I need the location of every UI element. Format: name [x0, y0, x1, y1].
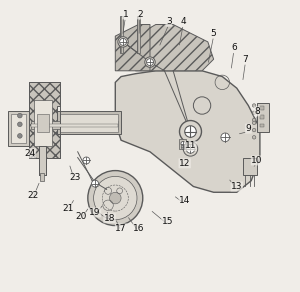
Polygon shape — [115, 25, 150, 71]
Text: 21: 21 — [62, 204, 73, 213]
Circle shape — [252, 135, 256, 139]
Circle shape — [252, 104, 256, 107]
Circle shape — [252, 111, 256, 114]
Circle shape — [92, 180, 98, 187]
Bar — [120, 16, 123, 53]
Circle shape — [252, 128, 256, 132]
Circle shape — [252, 118, 256, 122]
Circle shape — [179, 121, 202, 142]
Circle shape — [88, 171, 143, 225]
Bar — [11, 114, 26, 143]
Circle shape — [146, 59, 154, 66]
Bar — [260, 106, 264, 110]
Text: 13: 13 — [231, 182, 242, 191]
Circle shape — [17, 133, 22, 138]
Bar — [39, 146, 46, 175]
Polygon shape — [136, 25, 214, 71]
Bar — [28, 82, 60, 158]
Polygon shape — [115, 71, 260, 192]
Bar — [179, 139, 186, 149]
Bar — [137, 16, 140, 53]
Circle shape — [181, 141, 186, 146]
Bar — [57, 111, 121, 134]
Text: 20: 20 — [75, 212, 86, 221]
Text: 22: 22 — [27, 191, 38, 200]
Text: 15: 15 — [162, 217, 173, 226]
Text: 2: 2 — [137, 10, 143, 19]
Text: 14: 14 — [179, 197, 190, 206]
Bar — [32, 124, 118, 127]
Circle shape — [186, 145, 195, 153]
Bar — [40, 173, 44, 181]
Bar — [243, 158, 257, 175]
Text: 6: 6 — [231, 43, 237, 52]
Bar — [260, 115, 264, 119]
Text: 19: 19 — [89, 208, 101, 217]
Text: 3: 3 — [166, 17, 172, 26]
Circle shape — [145, 57, 155, 67]
Bar — [8, 111, 32, 146]
Text: 12: 12 — [179, 159, 190, 168]
Circle shape — [94, 176, 137, 220]
Circle shape — [17, 113, 22, 118]
Circle shape — [183, 142, 198, 156]
Text: 23: 23 — [69, 173, 80, 182]
Text: 17: 17 — [115, 224, 127, 233]
Circle shape — [194, 97, 211, 114]
Bar — [260, 124, 264, 127]
Text: 9: 9 — [245, 124, 251, 133]
Text: 1: 1 — [122, 10, 128, 19]
Circle shape — [118, 37, 128, 47]
Text: 8: 8 — [254, 107, 260, 116]
Text: 18: 18 — [104, 214, 115, 223]
Text: 24: 24 — [24, 149, 36, 158]
Bar — [60, 114, 118, 131]
Bar — [34, 100, 52, 146]
Circle shape — [83, 157, 90, 164]
Polygon shape — [28, 82, 60, 158]
Text: 11: 11 — [185, 142, 196, 150]
Circle shape — [252, 121, 256, 125]
Circle shape — [110, 192, 121, 204]
Circle shape — [182, 146, 185, 149]
Circle shape — [185, 126, 196, 137]
Bar — [257, 102, 269, 131]
Bar — [32, 121, 118, 129]
Circle shape — [17, 122, 22, 127]
Circle shape — [221, 133, 230, 142]
Text: 16: 16 — [133, 224, 144, 233]
Text: 4: 4 — [180, 17, 186, 26]
Bar — [37, 114, 49, 131]
Circle shape — [120, 39, 127, 45]
Text: 5: 5 — [211, 29, 217, 38]
Text: 7: 7 — [243, 55, 248, 64]
Text: 10: 10 — [251, 156, 263, 165]
